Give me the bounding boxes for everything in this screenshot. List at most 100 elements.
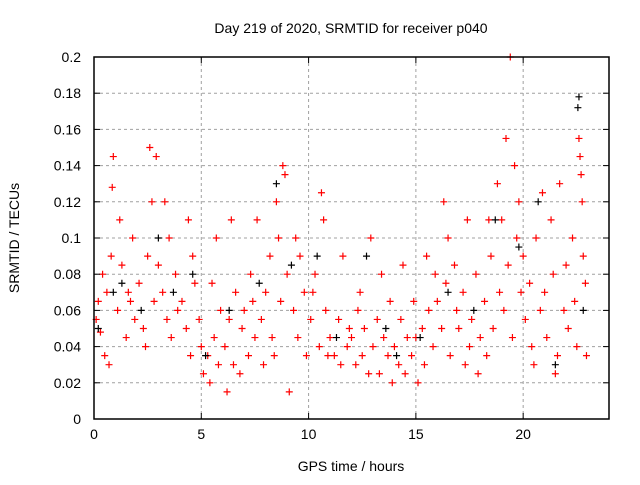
y-tick-label: 0.04 xyxy=(54,339,81,355)
data-point xyxy=(307,315,315,323)
data-point xyxy=(455,325,463,332)
data-point xyxy=(560,306,568,314)
data-point xyxy=(236,370,244,378)
data-point xyxy=(330,352,338,360)
data-point xyxy=(199,370,207,378)
data-point xyxy=(425,306,433,314)
data-point xyxy=(420,361,428,369)
data-point xyxy=(483,352,491,360)
data-point xyxy=(446,352,454,360)
y-tick-label: 0.12 xyxy=(54,194,81,210)
data-point xyxy=(551,361,559,369)
data-point xyxy=(493,180,501,188)
data-point xyxy=(300,288,308,296)
data-point xyxy=(285,388,293,396)
data-point xyxy=(578,198,586,206)
data-point xyxy=(502,134,510,142)
data-point xyxy=(114,306,122,314)
data-point xyxy=(468,315,476,323)
data-point xyxy=(442,279,450,287)
data-point xyxy=(225,306,233,314)
data-point xyxy=(418,325,426,332)
x-axis-label: GPS time / hours xyxy=(298,458,405,474)
y-tick-label: 0.2 xyxy=(62,49,82,65)
data-point xyxy=(116,216,124,224)
data-point xyxy=(279,162,287,170)
data-point xyxy=(135,279,143,287)
data-point xyxy=(515,198,523,206)
data-point xyxy=(96,328,104,336)
data-point xyxy=(511,162,519,170)
data-point xyxy=(262,288,270,296)
data-point xyxy=(189,270,197,278)
data-point xyxy=(313,252,321,260)
data-points xyxy=(92,53,590,396)
data-point xyxy=(360,325,368,332)
data-point xyxy=(397,315,405,323)
data-point xyxy=(294,334,302,342)
data-point xyxy=(399,261,407,269)
data-point xyxy=(519,252,527,260)
data-point xyxy=(453,306,461,314)
x-tick-label: 0 xyxy=(90,426,98,442)
data-point xyxy=(257,315,265,323)
data-point xyxy=(165,234,173,242)
data-point xyxy=(167,334,175,342)
data-point xyxy=(255,279,263,287)
data-point xyxy=(182,325,190,332)
data-point xyxy=(124,288,132,296)
data-point xyxy=(579,252,587,260)
data-point xyxy=(223,388,231,396)
data-point xyxy=(189,252,197,260)
data-point xyxy=(438,325,446,332)
data-point xyxy=(178,297,186,305)
data-point xyxy=(150,297,158,305)
data-point xyxy=(129,234,137,242)
data-point xyxy=(208,279,216,287)
data-point xyxy=(569,234,577,242)
data-point xyxy=(474,370,482,378)
data-point xyxy=(229,361,237,369)
data-point xyxy=(126,297,134,305)
data-point xyxy=(131,315,139,323)
x-tick-label: 10 xyxy=(301,426,317,442)
data-point xyxy=(538,189,546,197)
data-point xyxy=(249,297,257,305)
data-point xyxy=(562,261,570,269)
data-point xyxy=(272,180,280,188)
data-point xyxy=(521,315,529,323)
data-point xyxy=(240,306,248,314)
data-point xyxy=(551,370,559,378)
data-point xyxy=(103,288,111,296)
data-point xyxy=(309,288,317,296)
data-point xyxy=(380,334,388,342)
x-tick-label: 5 xyxy=(197,426,205,442)
data-point xyxy=(388,379,396,387)
data-point xyxy=(534,198,542,206)
data-point xyxy=(489,325,497,332)
data-point xyxy=(217,306,225,314)
data-point xyxy=(577,171,585,179)
data-point xyxy=(311,270,319,278)
data-point xyxy=(326,334,334,342)
data-point xyxy=(94,325,102,332)
data-point xyxy=(365,370,373,378)
data-point xyxy=(498,216,506,224)
data-point xyxy=(444,234,452,242)
data-point xyxy=(94,297,102,305)
axis-ticks: 0 5 10 15 20 0 0.02 0.04 0.06 0.08 0.1 0.12 0.14 0.16… xyxy=(54,49,609,442)
data-point xyxy=(526,279,534,287)
data-point xyxy=(491,216,499,224)
data-point xyxy=(369,343,377,351)
data-point xyxy=(414,379,422,387)
data-point xyxy=(513,234,521,242)
data-point xyxy=(277,297,285,305)
data-point xyxy=(575,134,583,142)
data-point xyxy=(225,315,233,323)
data-point xyxy=(283,270,291,278)
data-point xyxy=(202,352,210,360)
data-point xyxy=(487,252,495,260)
data-point xyxy=(272,198,280,206)
data-point xyxy=(144,252,152,260)
